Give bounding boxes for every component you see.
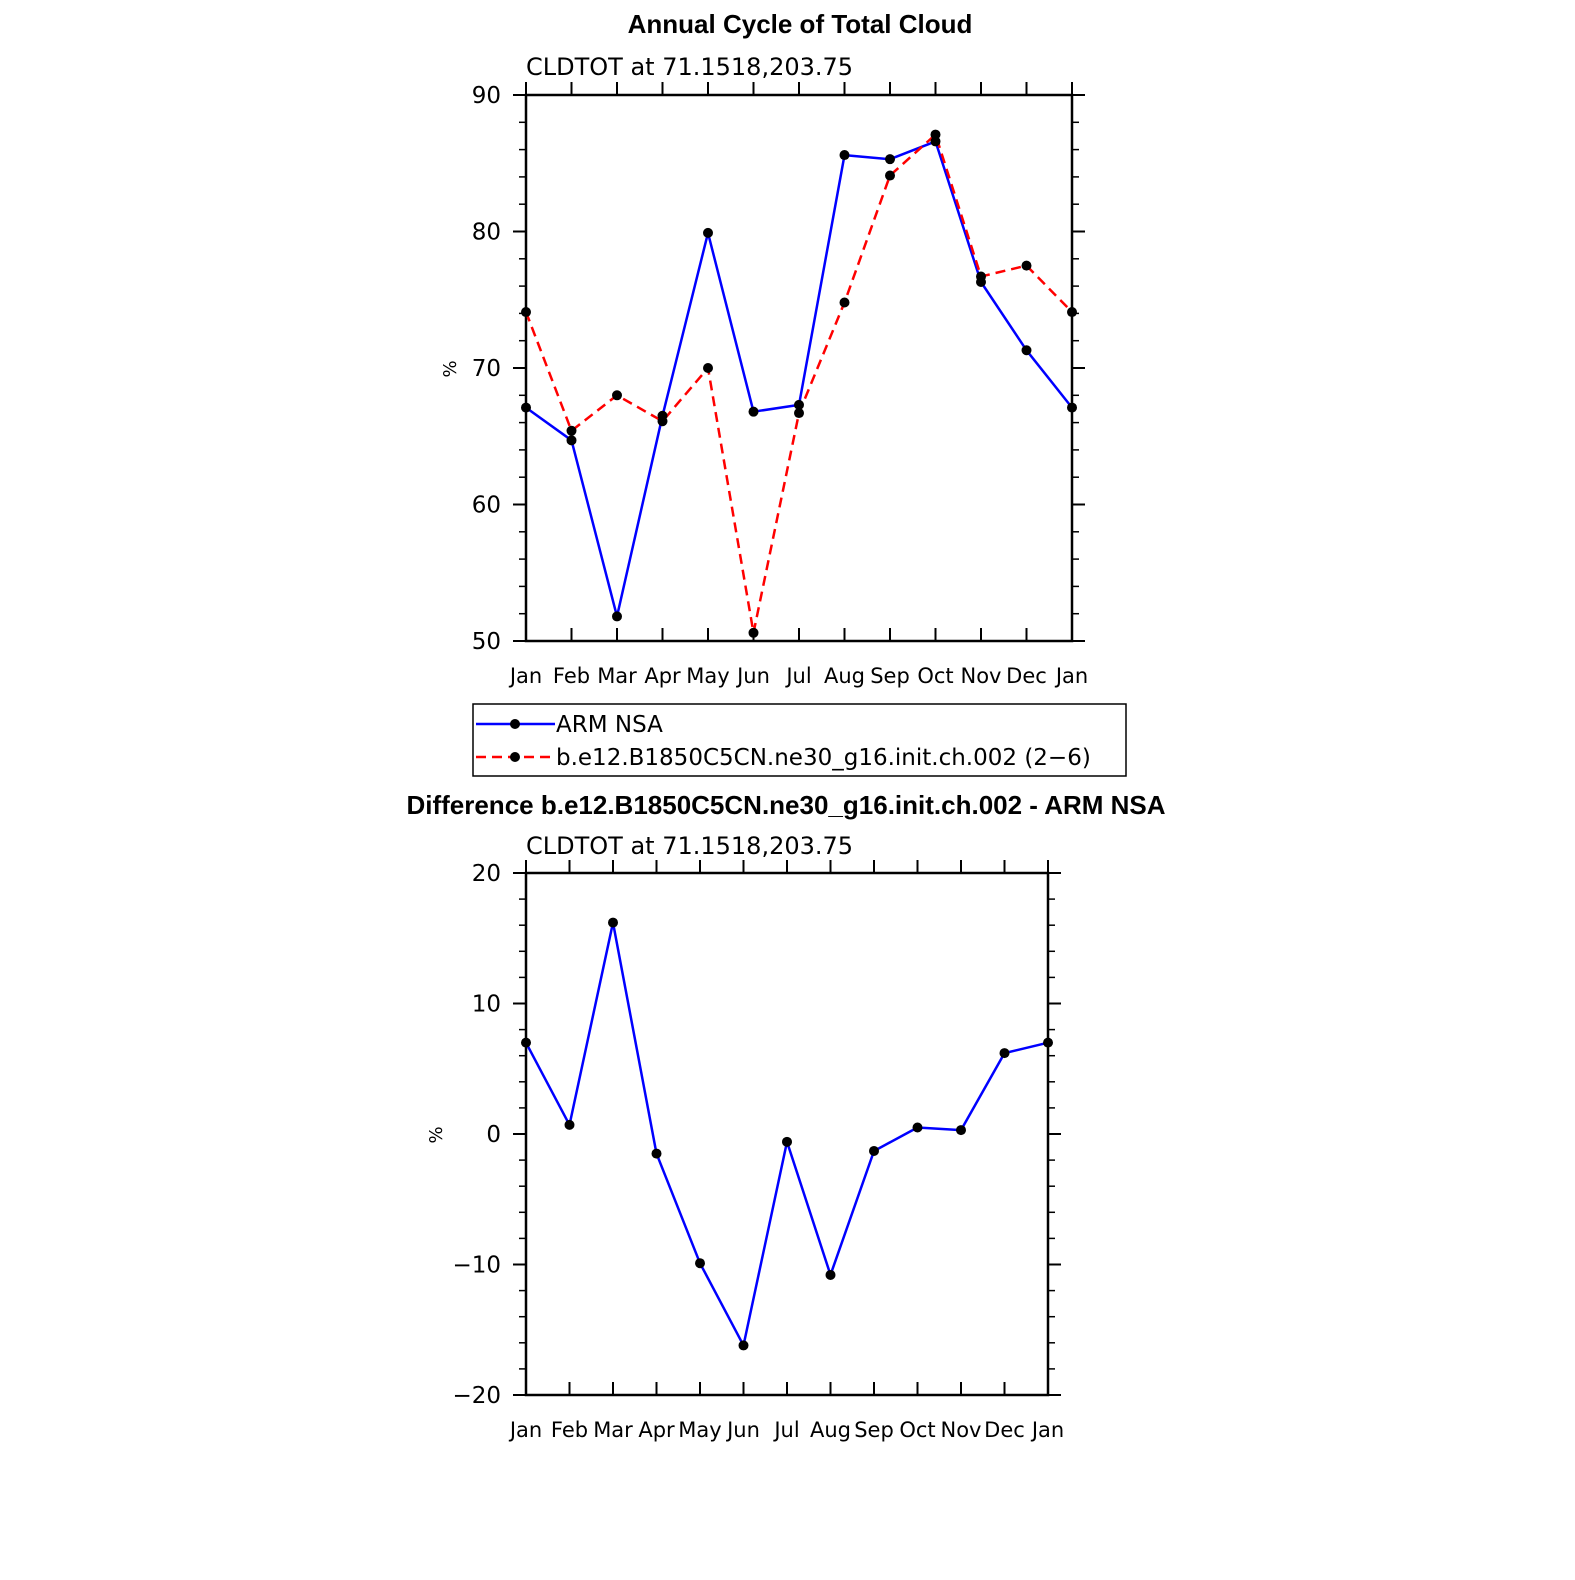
y-tick-label: −20 (452, 1383, 501, 1409)
data-point (748, 406, 759, 417)
data-point (612, 390, 622, 401)
x-tick-label: Jun (725, 1418, 760, 1442)
data-point (1067, 402, 1077, 413)
data-point (703, 363, 713, 373)
data-point (839, 150, 850, 161)
x-tick-label: Jul (784, 664, 811, 688)
legend: ARM NSA b.e12.B1850C5CN.ne30_g16.init.ch… (472, 703, 1127, 777)
y-tick-label: 60 (472, 493, 501, 519)
difference-plot-frame (524, 871, 1050, 1397)
data-point (794, 408, 804, 419)
legend-marker-arm-nsa (510, 719, 520, 729)
data-point (695, 1258, 705, 1269)
data-point (839, 297, 850, 308)
series-group (521, 129, 1077, 638)
y-tick-label: 70 (472, 356, 501, 382)
difference-chart-subtitle: CLDTOT at 71.1518,203.75 (526, 832, 853, 860)
data-point (885, 154, 895, 165)
x-tick-label: Jan (508, 1418, 542, 1442)
series-line-0 (525, 140, 1073, 618)
data-point (794, 399, 804, 410)
y-tick-label: 10 (472, 992, 501, 1018)
x-tick-label: Dec (984, 1418, 1025, 1442)
legend-label-model: b.e12.B1850C5CN.ne30_g16.init.ch.002 (2−… (556, 745, 1091, 771)
data-point (1043, 1037, 1053, 1048)
data-point (782, 1136, 792, 1147)
data-point (738, 1340, 749, 1351)
x-tick-label: Sep (854, 1418, 894, 1442)
x-tick-label: Apr (644, 664, 681, 688)
y-tick-label: 90 (472, 83, 501, 109)
y-tick-label: 80 (472, 220, 501, 246)
difference-chart-title: Difference b.e12.B1850C5CN.ne30_g16.init… (406, 790, 1165, 820)
x-tick-label: Jun (735, 664, 770, 688)
data-point (521, 1037, 531, 1048)
difference-chart: Difference b.e12.B1850C5CN.ne30_g16.init… (406, 790, 1165, 1442)
y-tick-label: 0 (486, 1122, 501, 1148)
y-axis-label: % (440, 360, 461, 377)
x-tick-label: Nov (961, 664, 1002, 688)
y-tick-label: 50 (472, 629, 501, 655)
legend-marker-model (510, 752, 520, 762)
data-point (748, 627, 759, 638)
x-tick-label: Feb (553, 664, 590, 688)
difference-axes: Jan Feb Mar Apr May Jun Jul Aug Sep Oct Nov Dec Jan−… (452, 860, 1064, 1442)
x-tick-label: Jan (1030, 1418, 1064, 1442)
x-tick-label: Sep (870, 664, 910, 688)
data-point (956, 1125, 966, 1136)
data-point (651, 1148, 662, 1159)
data-point (564, 1119, 575, 1130)
x-tick-label: Feb (551, 1418, 588, 1442)
x-tick-label: Nov (941, 1418, 982, 1442)
axes: Jan Feb Mar Apr May Jun Jul Aug Sep Oct Nov Dec Jan 5… (472, 82, 1088, 688)
legend-box (472, 703, 1127, 777)
y-tick-label: 20 (472, 861, 501, 887)
x-tick-label: Apr (638, 1418, 675, 1442)
x-tick-label: Mar (593, 1418, 633, 1442)
difference-series-group (521, 917, 1053, 1351)
x-tick-label: Jul (772, 1418, 799, 1442)
plot-frame (524, 93, 1074, 643)
series-line-1 (524, 133, 1073, 635)
data-point (869, 1145, 879, 1156)
annual-cycle-chart: Annual Cycle of Total Cloud CLDTOT at 71… (440, 9, 1088, 688)
difference-y-axis-label: % (426, 1126, 447, 1143)
data-point (608, 917, 618, 928)
data-point (999, 1048, 1010, 1059)
x-tick-label: May (686, 664, 729, 688)
series-line-0 (524, 921, 1049, 1347)
data-point (1021, 260, 1032, 271)
data-point (566, 435, 577, 446)
data-point (930, 129, 941, 140)
data-point (1021, 345, 1032, 356)
x-tick-label: Oct (899, 1418, 935, 1442)
y-tick-label: −10 (452, 1253, 501, 1279)
chart-title: Annual Cycle of Total Cloud (628, 9, 973, 39)
data-point (521, 402, 531, 413)
x-tick-label: May (678, 1418, 721, 1442)
x-tick-label: Jan (508, 664, 542, 688)
x-tick-label: Jan (1054, 664, 1088, 688)
x-tick-label: Aug (810, 1418, 851, 1442)
data-point (612, 611, 622, 622)
x-tick-label: Oct (917, 664, 953, 688)
data-point (885, 170, 895, 181)
chart-subtitle: CLDTOT at 71.1518,203.75 (526, 53, 853, 81)
data-point (976, 271, 986, 282)
x-tick-label: Mar (597, 664, 637, 688)
data-point (825, 1269, 836, 1280)
data-point (566, 425, 577, 436)
data-point (521, 307, 531, 318)
data-point (1067, 307, 1077, 318)
x-tick-label: Aug (824, 664, 865, 688)
data-point (912, 1122, 923, 1133)
data-point (703, 227, 713, 238)
data-point (657, 416, 668, 427)
x-tick-label: Dec (1006, 664, 1047, 688)
legend-label-arm-nsa: ARM NSA (556, 712, 663, 738)
